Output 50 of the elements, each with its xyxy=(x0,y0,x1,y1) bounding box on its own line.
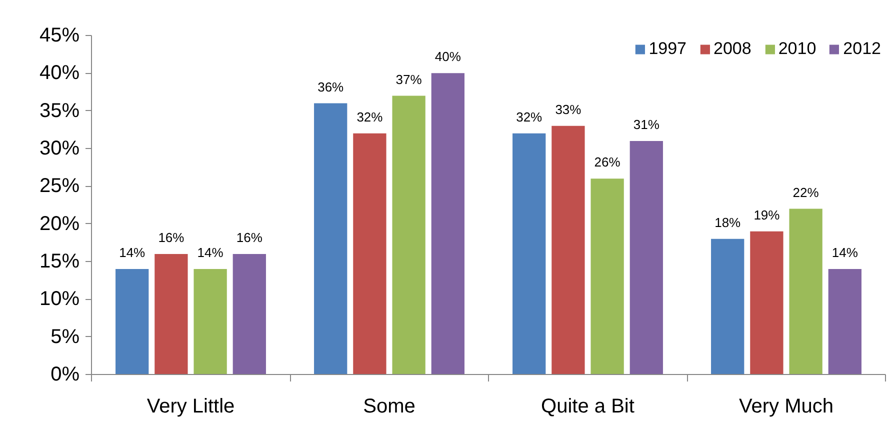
data-label: 18% xyxy=(714,214,742,230)
y-tick-label: 45% xyxy=(39,24,80,46)
data-label: 19% xyxy=(754,207,780,222)
data-label: 14% xyxy=(119,245,146,260)
y-tick-label: 40% xyxy=(39,62,80,84)
data-label: 16% xyxy=(236,230,263,245)
bar xyxy=(194,269,227,374)
data-label: 36% xyxy=(318,79,344,94)
bar xyxy=(828,269,862,374)
bar xyxy=(750,231,784,374)
legend-label: 1997 xyxy=(648,39,687,59)
bar xyxy=(630,140,663,374)
data-label: 40% xyxy=(434,49,462,64)
data-label: 14% xyxy=(197,245,224,260)
y-tick-label: 35% xyxy=(39,100,80,122)
y-tick-label: 15% xyxy=(39,250,80,272)
data-label: 16% xyxy=(158,230,185,245)
bar xyxy=(431,73,464,374)
data-label: 14% xyxy=(832,245,858,260)
bar xyxy=(314,103,348,374)
x-tick-label: Some xyxy=(363,396,416,418)
data-label: 31% xyxy=(633,116,660,132)
data-label: 32% xyxy=(516,109,543,124)
bar xyxy=(353,133,386,374)
data-label: 37% xyxy=(396,72,422,87)
y-tick-label: 5% xyxy=(50,326,80,348)
data-label: 22% xyxy=(792,184,820,200)
bar xyxy=(232,254,266,374)
bar xyxy=(512,133,546,374)
data-label: 26% xyxy=(594,154,621,170)
x-tick-label: Very Little xyxy=(146,396,235,418)
legend-label: 2010 xyxy=(778,39,816,59)
y-tick-label: 20% xyxy=(39,212,80,235)
data-label: 32% xyxy=(356,109,384,124)
y-tick-label: 0% xyxy=(50,364,80,386)
y-tick-label: 25% xyxy=(39,175,80,198)
bar xyxy=(116,269,149,374)
y-tick-label: 10% xyxy=(39,288,80,310)
bar xyxy=(154,254,188,374)
data-label: 33% xyxy=(555,102,582,117)
legend-label: 2012 xyxy=(843,39,881,59)
bar xyxy=(789,208,822,374)
bar xyxy=(590,178,624,374)
y-tick-label: 30% xyxy=(39,138,80,160)
bar xyxy=(392,96,426,374)
bar xyxy=(711,238,744,374)
bar xyxy=(552,126,585,374)
x-tick-label: Quite a Bit xyxy=(541,396,635,418)
legend-label: 2008 xyxy=(714,39,752,59)
x-tick-label: Very Much xyxy=(739,396,834,418)
